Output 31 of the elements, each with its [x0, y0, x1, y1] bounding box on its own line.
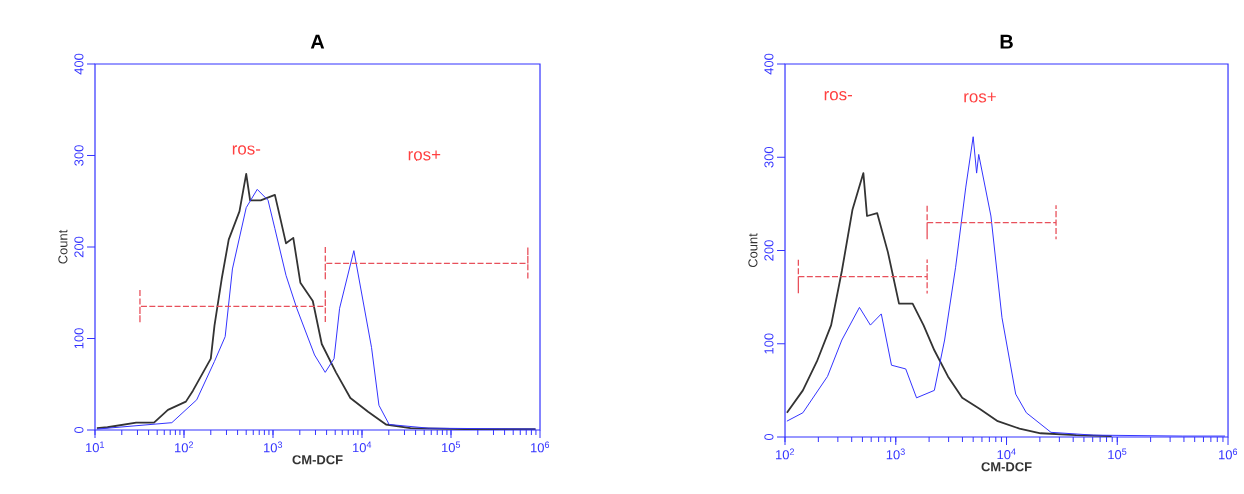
- y-axis-title: Count: [58, 229, 68, 264]
- y-tick-label: 0: [74, 426, 84, 434]
- x-axis-title: CM-DCF: [981, 462, 1032, 472]
- y-axis-title: Count: [748, 233, 758, 268]
- x-tick-label: 10$^{6}$: [531, 441, 550, 453]
- chart-title: A: [310, 34, 325, 49]
- y-tick-label: 200: [764, 240, 774, 261]
- y-tick-label: 100: [74, 328, 84, 349]
- y-tick-label: 300: [764, 146, 774, 168]
- y-tick-label: 300: [74, 145, 84, 166]
- x-tick-label: 10$^{2}$: [776, 448, 795, 460]
- y-tick-label: 100: [764, 333, 774, 354]
- y-tick-label: 0: [764, 433, 774, 441]
- x-tick-label: 10$^{2}$: [175, 441, 194, 453]
- x-tick-label: 10$^{3}$: [886, 448, 905, 460]
- annotation: ros+: [408, 150, 441, 161]
- annotation: ros-: [824, 91, 852, 101]
- annotation: ros-: [232, 145, 261, 155]
- x-tick-label: 10$^{4}$: [353, 441, 372, 453]
- x-tick-label: 10$^{4}$: [997, 448, 1016, 460]
- x-tick-label: 10$^{5}$: [442, 441, 461, 453]
- x-tick-label: 10$^{5}$: [1108, 448, 1127, 460]
- annotation: ros+: [964, 92, 996, 103]
- x-tick-label: 10$^{3}$: [264, 441, 283, 453]
- y-tick-label: 400: [764, 53, 774, 75]
- x-tick-label: 10$^{1}$: [86, 441, 105, 453]
- x-tick-label: 10$^{6}$: [1219, 448, 1238, 460]
- y-tick-label: 200: [74, 236, 84, 258]
- x-axis-title: CM-DCF: [292, 455, 343, 465]
- chart-title: B: [1000, 34, 1013, 49]
- y-tick-label: 400: [74, 53, 84, 75]
